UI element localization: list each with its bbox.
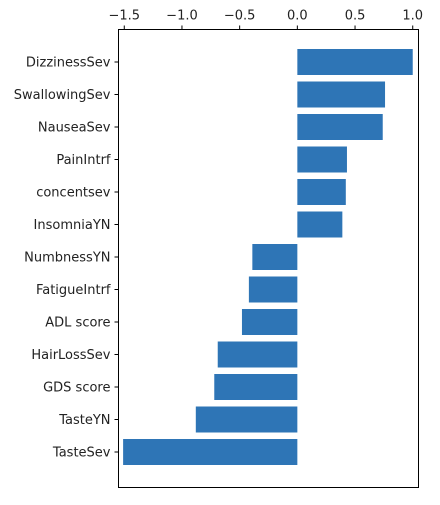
plot-frame	[118, 29, 419, 488]
bar	[248, 276, 298, 303]
bar	[297, 114, 383, 140]
bar	[297, 179, 346, 205]
bar	[297, 81, 386, 108]
y-tick-label: concentsev	[36, 186, 111, 201]
x-tick-label: 1.0	[402, 9, 423, 24]
bar	[214, 374, 298, 400]
bar	[217, 341, 298, 368]
bar-group	[123, 49, 413, 465]
x-tick-label: 0.0	[287, 9, 308, 24]
y-tick-label: NauseaSev	[38, 121, 111, 136]
bar	[297, 211, 343, 238]
bar	[252, 244, 298, 270]
y-tick-label: NumbnessYN	[24, 251, 110, 266]
y-axis-ticks: DizzinessSev SwallowingSev NauseaSev PainIn…	[14, 56, 119, 461]
y-tick-label: TasteSev	[52, 446, 111, 461]
y-tick-label: PainIntrf	[56, 153, 111, 168]
bar	[195, 406, 298, 433]
bar	[123, 439, 298, 465]
y-tick-label: GDS score	[43, 381, 110, 396]
y-tick-label: TasteYN	[58, 413, 110, 428]
x-tick-label: −1.5	[108, 9, 140, 24]
y-tick-label: ADL score	[45, 316, 110, 331]
x-tick-label: −1.0	[166, 9, 198, 24]
y-tick-label: FatigueIntrf	[36, 283, 111, 298]
y-tick-label: InsomniaYN	[34, 218, 111, 233]
bar	[297, 49, 413, 75]
x-tick-label: −0.5	[224, 9, 256, 24]
x-axis-ticks: −1.5 −1.0 −0.5 0.0 0.5 1.0	[108, 9, 423, 30]
y-tick-label: HairLossSev	[31, 348, 110, 363]
y-tick-label: SwallowingSev	[14, 88, 111, 103]
bar	[241, 309, 298, 335]
x-tick-label: 0.5	[345, 9, 366, 24]
bar	[297, 146, 347, 173]
y-tick-label: DizzinessSev	[26, 56, 111, 71]
